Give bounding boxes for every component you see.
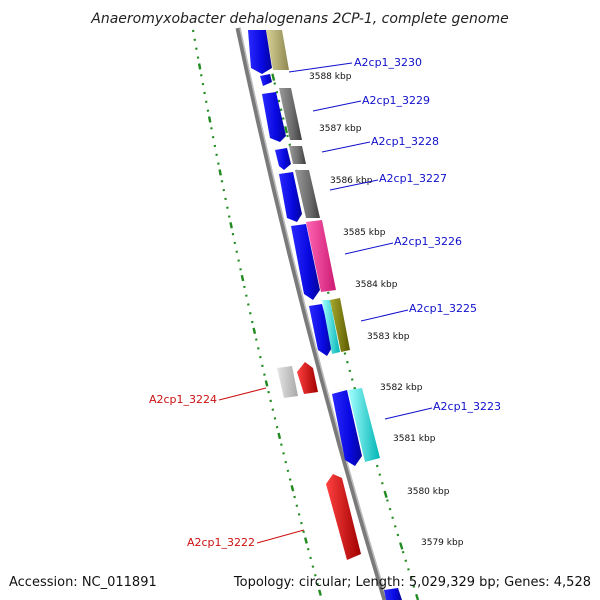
kbp-label: 3584 kbp xyxy=(355,280,398,290)
gene-arrow-blue[interactable] xyxy=(248,30,272,74)
reverse-leader-lines xyxy=(218,387,305,544)
gene-label[interactable]: A2cp1_3228 xyxy=(371,135,439,148)
gene-label[interactable]: A2cp1_3230 xyxy=(354,56,422,69)
gene-block-khaki[interactable] xyxy=(266,30,289,70)
gene-label[interactable]: A2cp1_3222 xyxy=(187,536,255,549)
gene-arrow-red[interactable] xyxy=(297,362,318,394)
forward-leader-lines xyxy=(288,62,433,420)
gene-label[interactable]: A2cp1_3223 xyxy=(433,400,501,413)
topology-text: Topology: circular; Length: 5,029,329 bp… xyxy=(233,575,591,590)
gene-arrow-blue[interactable] xyxy=(279,172,302,222)
kbp-label: 3585 kbp xyxy=(343,228,386,238)
gene-label[interactable]: A2cp1_3229 xyxy=(362,94,430,107)
genome-backbone xyxy=(235,27,388,600)
gene-arrow-blue[interactable] xyxy=(309,304,333,356)
gene-block-gray[interactable] xyxy=(279,88,302,140)
gene-block-cyan[interactable] xyxy=(322,300,340,354)
kbp-label: 3581 kbp xyxy=(393,434,436,444)
outer-gene-blocks xyxy=(266,30,380,462)
gene-label[interactable]: A2cp1_3224 xyxy=(149,393,217,406)
kbp-label: 3580 kbp xyxy=(407,487,450,497)
gene-arrow-red[interactable] xyxy=(326,474,361,560)
forward-gene-labels: A2cp1_3230 A2cp1_3229 A2cp1_3228 A2cp1_3… xyxy=(354,56,501,413)
gene-block-gray[interactable] xyxy=(295,170,320,218)
gene-block-gray[interactable] xyxy=(289,146,306,164)
kbp-label: 3586 kbp xyxy=(330,176,373,186)
tick-track xyxy=(191,29,420,600)
kbp-labels: 3588 kbp 3587 kbp 3586 kbp 3585 kbp 3584… xyxy=(309,72,464,548)
forward-strand-genes xyxy=(248,30,362,466)
accession-text: Accession: NC_011891 xyxy=(9,575,157,590)
gene-label[interactable]: A2cp1_3227 xyxy=(379,172,447,185)
gene-arrow-blue[interactable] xyxy=(332,390,362,466)
reverse-gene-labels: A2cp1_3224 A2cp1_3222 xyxy=(149,393,255,549)
inner-tick-arc xyxy=(191,29,324,600)
kbp-label: 3582 kbp xyxy=(380,383,423,393)
kbp-label: 3579 kbp xyxy=(421,538,464,548)
gene-arrow-blue[interactable] xyxy=(275,148,291,170)
kbp-label: 3587 kbp xyxy=(319,124,362,134)
gene-arrow-blue[interactable] xyxy=(262,92,286,142)
gene-block-light-gray[interactable] xyxy=(277,366,298,398)
kbp-label: 3583 kbp xyxy=(367,332,410,342)
reverse-strand-genes xyxy=(277,362,361,560)
gene-arrow-blue[interactable] xyxy=(260,74,272,86)
kbp-label: 3588 kbp xyxy=(309,72,352,82)
gene-arrow-blue[interactable] xyxy=(291,224,320,300)
gene-block-olive[interactable] xyxy=(330,298,350,352)
gene-label[interactable]: A2cp1_3226 xyxy=(394,235,462,248)
map-title: Anaeromyxobacter dehalogenans 2CP-1, com… xyxy=(90,11,508,27)
gene-label[interactable]: A2cp1_3225 xyxy=(409,302,477,315)
gene-block-pink[interactable] xyxy=(306,220,336,292)
gene-block-cyan[interactable] xyxy=(348,388,380,462)
